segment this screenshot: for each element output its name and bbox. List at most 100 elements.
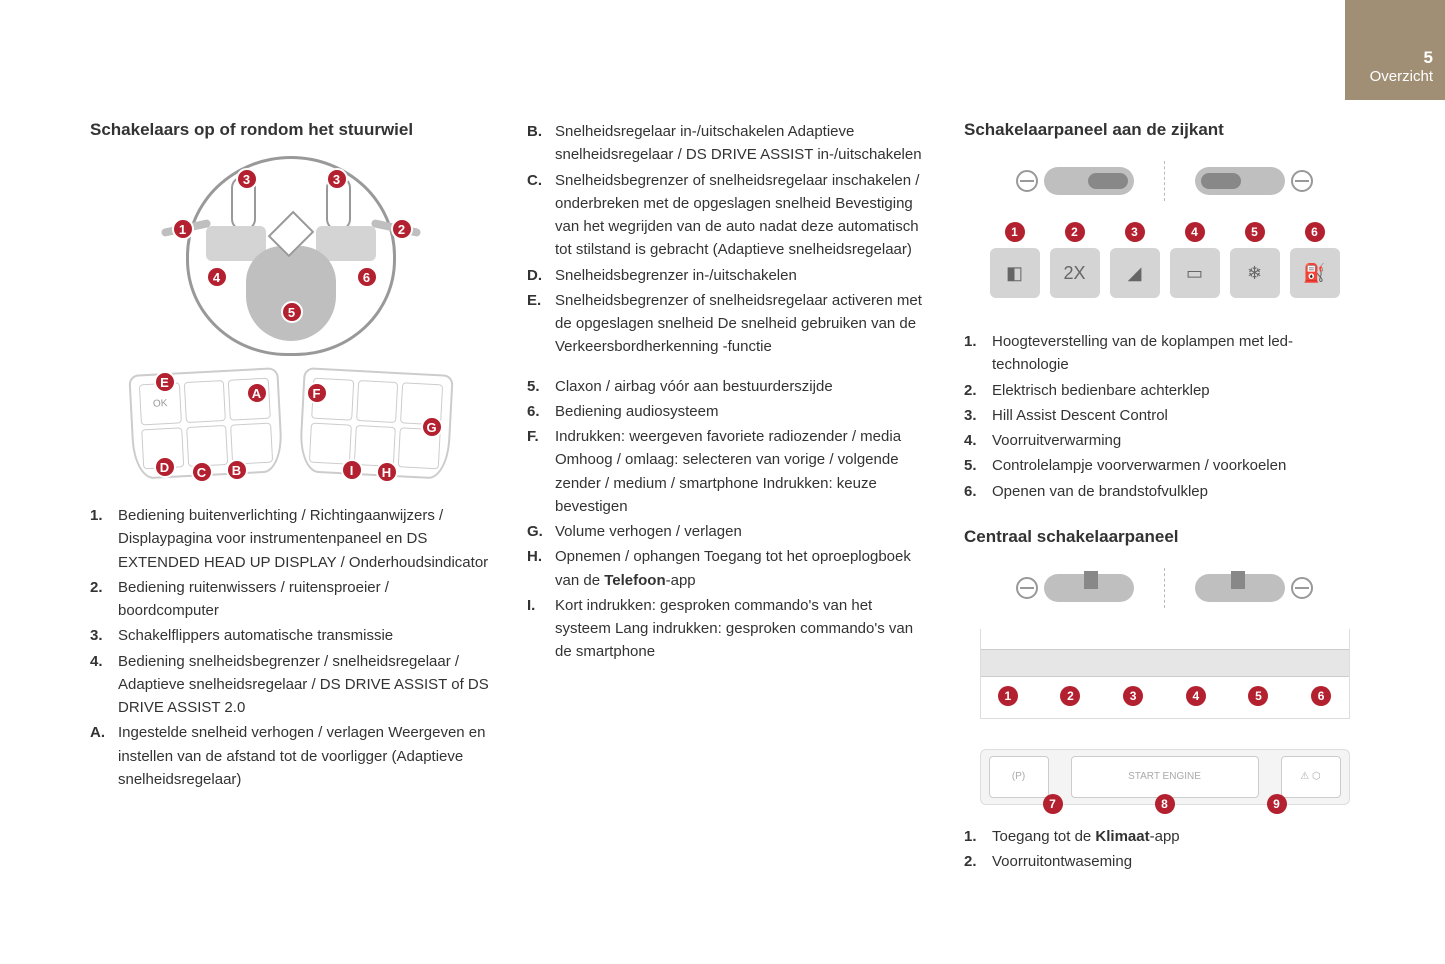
list-item: I.Kort indrukken: gesproken commando's v… — [527, 594, 928, 664]
list-item: G.Volume verhogen / verlagen — [527, 520, 928, 543]
mini-wheel-icon — [1291, 170, 1313, 192]
list-text: Voorruitverwarming — [992, 429, 1365, 452]
list-marker: C. — [527, 169, 555, 262]
panel-button-icon: ◢ — [1110, 248, 1160, 298]
callout-3: 3 — [1125, 222, 1145, 242]
list-item: B.Snelheidsregelaar in-/uitschakelen Ada… — [527, 120, 928, 167]
central-strip-upper: 123456 — [980, 629, 1350, 719]
list-marker: 4. — [964, 429, 992, 452]
separator-icon — [1164, 568, 1165, 608]
list-item: 1.Bediening buitenverlichting / Richting… — [90, 504, 491, 574]
callout-C: C — [191, 461, 213, 483]
list-item: 1.Hoogteverstelling van de koplampen met… — [964, 330, 1365, 377]
column-1: Schakelaars op of rondom het stuurwiel 1… — [90, 120, 491, 875]
list-central-panel: 1.Toegang tot de Klimaat-app2.Voorruiton… — [964, 825, 1365, 874]
list-marker: 3. — [90, 624, 118, 647]
list-item: 2.Elektrisch bedienbare achterklep — [964, 379, 1365, 402]
mini-wheel-icon — [1016, 577, 1038, 599]
separator-icon — [1164, 161, 1165, 201]
list-marker: 1. — [964, 330, 992, 377]
panel-button-wrap: 1◧ — [990, 222, 1040, 298]
list-marker: 3. — [964, 404, 992, 427]
callout-1: 1 — [172, 218, 194, 240]
list-marker: E. — [527, 289, 555, 359]
list-item: F.Indrukken: weergeven favoriete radioze… — [527, 425, 928, 518]
list-marker: A. — [90, 721, 118, 791]
callout-F: F — [306, 382, 328, 404]
list-marker: F. — [527, 425, 555, 518]
panel-button-icon: 2X — [1050, 248, 1100, 298]
list-marker: H. — [527, 545, 555, 592]
page-number: 5 — [1345, 48, 1433, 68]
list-steering: 1.Bediening buitenverlichting / Richting… — [90, 504, 491, 791]
heading-central-panel: Centraal schakelaarpaneel — [964, 527, 1365, 547]
list-marker: 6. — [527, 400, 555, 423]
hazard-button-icon: ⚠ ⬡ — [1281, 756, 1341, 798]
list-text: Bediening ruitenwissers / ruitensproeier… — [118, 576, 491, 623]
side-panel-buttons: 1◧22X3◢4▭5❄6⛽ — [980, 222, 1350, 298]
panel-button-icon: ❄ — [1230, 248, 1280, 298]
list-marker: I. — [527, 594, 555, 664]
column-2: B.Snelheidsregelaar in-/uitschakelen Ada… — [527, 120, 928, 875]
callout-D: D — [154, 456, 176, 478]
mini-dash-icon — [1195, 574, 1285, 602]
list-item: 5.Claxon / airbag vóór aan bestuurderszi… — [527, 375, 928, 398]
list-text: Controlelampje voorverwarmen / voorkoele… — [992, 454, 1365, 477]
list-text: Toegang tot de Klimaat-app — [992, 825, 1365, 848]
dashboard-locator — [980, 156, 1350, 206]
list-text: Snelheidsbegrenzer of snelheidsregelaar … — [555, 289, 928, 359]
bold-term: Telefoon — [604, 572, 665, 589]
steering-wheel-diagram: 1233456ABCDEFGHI — [136, 156, 446, 486]
panel-button-wrap: 3◢ — [1110, 222, 1160, 298]
list-text: Snelheidsbegrenzer in-/uitschakelen — [555, 264, 928, 287]
mini-dash-icon — [1195, 167, 1285, 195]
list-text: Openen van de brandstofvulklep — [992, 480, 1365, 503]
callout-6: 6 — [1311, 686, 1331, 706]
callout-2: 2 — [391, 218, 413, 240]
central-panel-diagram: 123456 (P) START ENGINE ⚠ ⬡ 789 — [980, 563, 1350, 805]
side-panel-diagram: 1◧22X3◢4▭5❄6⛽ — [980, 156, 1350, 316]
page-section: Overzicht — [1370, 68, 1433, 85]
list-text: Claxon / airbag vóór aan bestuurderszijd… — [555, 375, 928, 398]
list-marker: 5. — [527, 375, 555, 398]
airbag-center — [246, 246, 336, 341]
list-item: H.Opnemen / ophangen Toegang tot het opr… — [527, 545, 928, 592]
callout-3: 3 — [236, 168, 258, 190]
callout-4: 4 — [206, 266, 228, 288]
list-item: 4.Bediening snelheidsbegrenzer / snelhei… — [90, 650, 491, 720]
callout-A: A — [246, 382, 268, 404]
list-text: Hill Assist Descent Control — [992, 404, 1365, 427]
list-item: 6.Bediening audiosysteem — [527, 400, 928, 423]
list-item: C.Snelheidsbegrenzer of snelheidsregelaa… — [527, 169, 928, 262]
start-engine-button-icon: START ENGINE — [1071, 756, 1259, 798]
list-text: Kort indrukken: gesproken commando's van… — [555, 594, 928, 664]
list-steering-continued: 5.Claxon / airbag vóór aan bestuurderszi… — [527, 375, 928, 664]
panel-button-wrap: 6⛽ — [1290, 222, 1340, 298]
heading-side-panel: Schakelaarpaneel aan de zijkant — [964, 120, 1365, 140]
list-item: A.Ingestelde snelheid verhogen / verlage… — [90, 721, 491, 791]
callout-3: 3 — [1123, 686, 1143, 706]
list-text: Hoogteverstelling van de koplampen met l… — [992, 330, 1365, 377]
list-marker: D. — [527, 264, 555, 287]
mini-dash-icon — [1044, 574, 1134, 602]
list-text: Bediening snelheidsbegrenzer / snelheids… — [118, 650, 491, 720]
panel-button-icon: ⛽ — [1290, 248, 1340, 298]
list-text: Indrukken: weergeven favoriete radiozend… — [555, 425, 928, 518]
panel-button-icon: ▭ — [1170, 248, 1220, 298]
list-text: Schakelflippers automatische transmissie — [118, 624, 491, 647]
callout-E: E — [154, 371, 176, 393]
list-item: D.Snelheidsbegrenzer in-/uitschakelen — [527, 264, 928, 287]
list-item: 5.Controlelampje voorverwarmen / voorkoe… — [964, 454, 1365, 477]
callout-5: 5 — [1248, 686, 1268, 706]
list-text: Elektrisch bedienbare achterklep — [992, 379, 1365, 402]
callout-8: 8 — [1155, 794, 1175, 814]
callout-G: G — [421, 416, 443, 438]
list-marker: 1. — [964, 825, 992, 848]
list-item: 2.Voorruitontwaseming — [964, 850, 1365, 873]
list-text: Ingestelde snelheid verhogen / verlagen … — [118, 721, 491, 791]
callout-6: 6 — [356, 266, 378, 288]
callout-B: B — [226, 459, 248, 481]
list-marker: 2. — [964, 379, 992, 402]
callout-H: H — [376, 461, 398, 483]
callout-7: 7 — [1043, 794, 1063, 814]
